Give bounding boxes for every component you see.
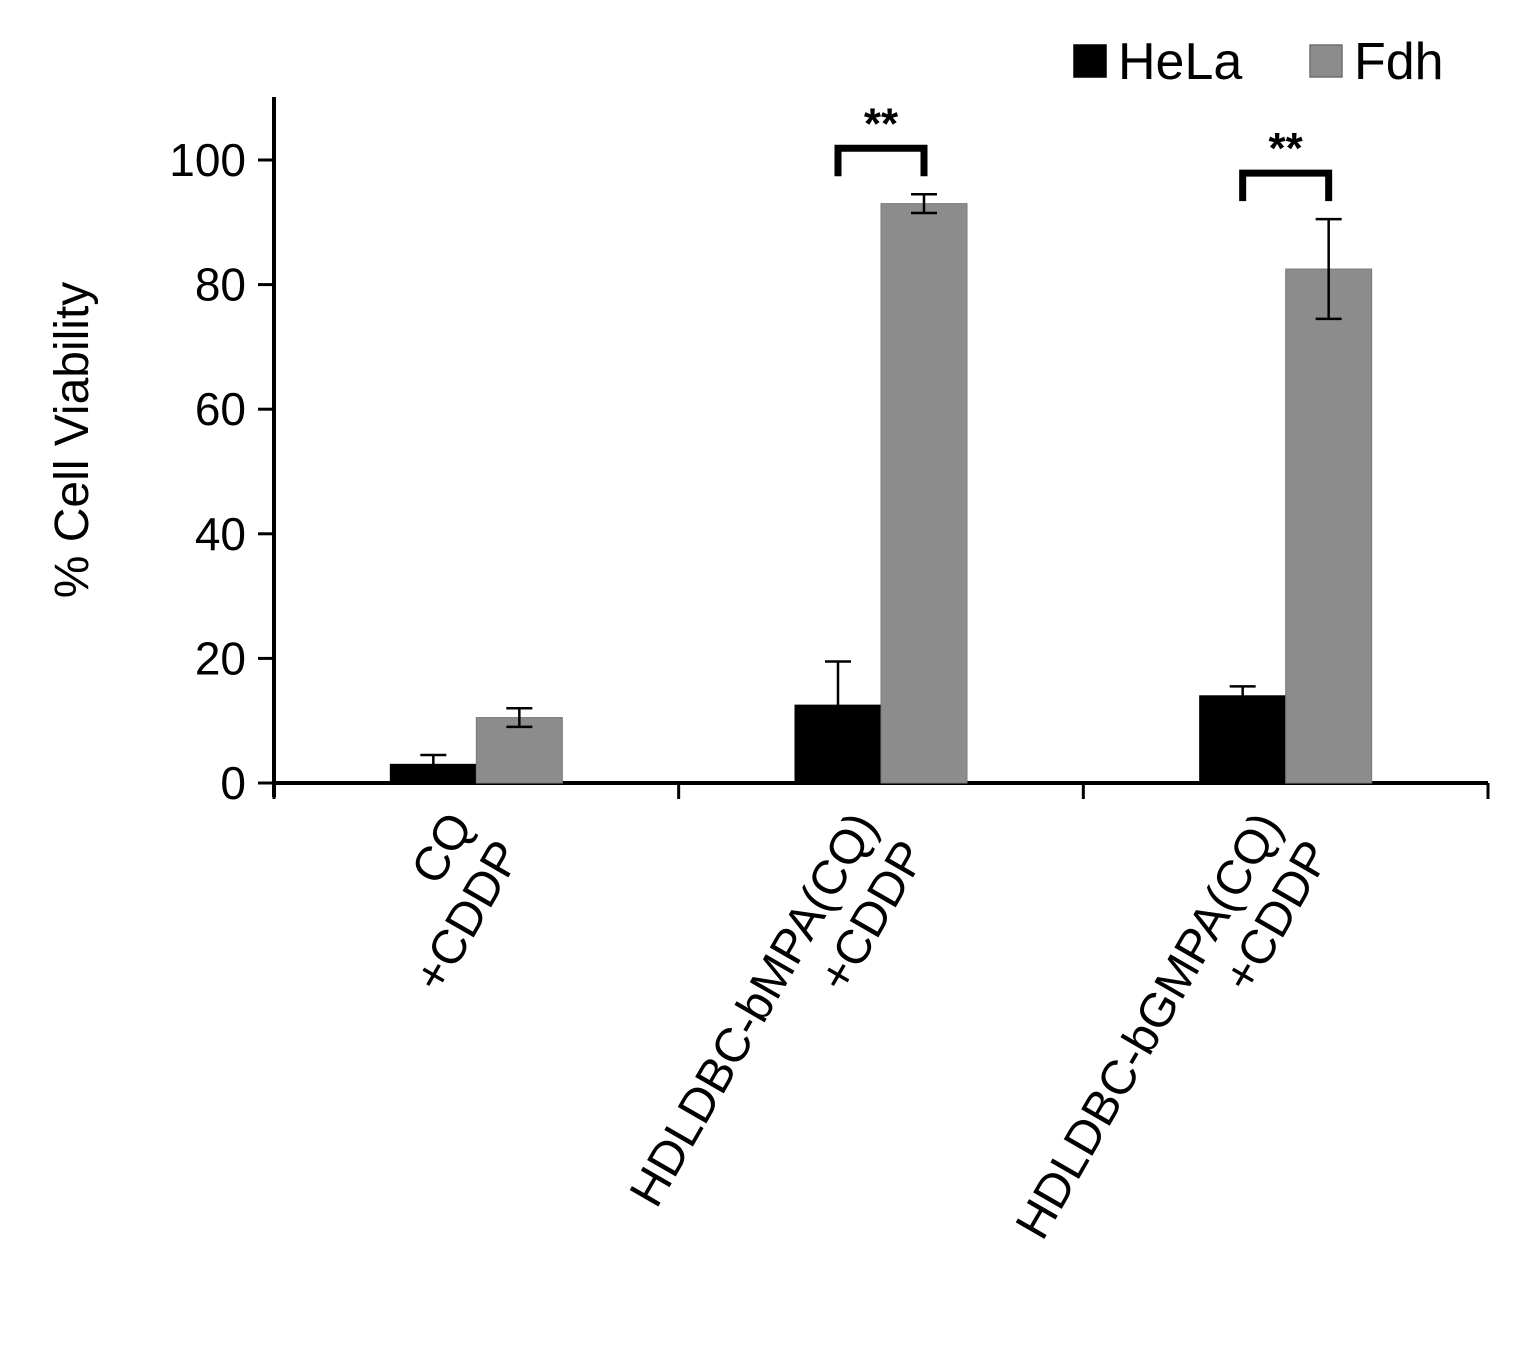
legend-label-HeLa: HeLa: [1118, 33, 1242, 91]
category-label-2: HDLDBC-bGMPA(CQ)+CDDP: [1006, 804, 1341, 1248]
bar-HeLa-2: [1199, 695, 1287, 784]
legend: HeLa Fdh: [1073, 33, 1444, 91]
bar-Fdh-2: [1285, 268, 1373, 784]
category-label-line: HDLDBC-bGMPA(CQ): [1006, 804, 1293, 1248]
y-tick-label-0: 0: [220, 757, 246, 809]
category-label-line: HDLDBC-bMPA(CQ): [620, 804, 888, 1215]
y-axis-title: % Cell Viability: [46, 282, 99, 599]
x-axis: CQ+CDDP HDLDBC-bMPA(CQ)+CDDP HDLDBC-bGMPA(…: [272, 781, 1490, 1248]
legend-swatch-HeLa: [1073, 44, 1107, 78]
y-tick-label-20: 20: [195, 632, 246, 684]
significance-bracket-2: [1239, 169, 1333, 202]
legend-label-Fdh: Fdh: [1354, 33, 1444, 91]
bars: [389, 203, 1373, 784]
significance-annotations: ** **: [834, 99, 1333, 202]
significance-label-1: **: [864, 99, 899, 148]
y-tick-label-100: 100: [169, 134, 246, 186]
bar-Fdh-1: [880, 203, 968, 784]
y-tick-label-40: 40: [195, 508, 246, 560]
significance-label-2: **: [1269, 124, 1304, 173]
legend-swatch-Fdh: [1309, 44, 1343, 78]
category-label-1: HDLDBC-bMPA(CQ)+CDDP: [620, 804, 937, 1215]
error-bars: [420, 193, 1342, 775]
y-axis: 0 20 40 60 80 100: [169, 97, 276, 809]
y-tick-label-80: 80: [195, 259, 246, 311]
y-tick-label-60: 60: [195, 383, 246, 435]
category-label-0: CQ+CDDP: [402, 804, 532, 1001]
significance-bracket-1: [834, 144, 928, 177]
bar-Fdh-0: [475, 717, 563, 784]
